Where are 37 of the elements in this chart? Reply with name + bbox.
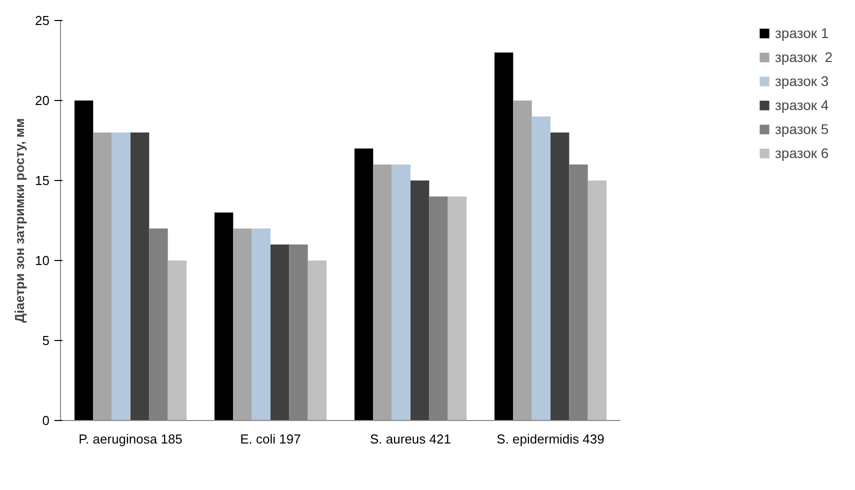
x-tick-label: S. epidermidis 439: [496, 432, 604, 446]
bar: [373, 164, 392, 420]
bar: [74, 100, 94, 420]
legend-label: зразок 2: [775, 49, 834, 65]
legend-label: зразок 3: [775, 73, 830, 89]
bar: [494, 52, 514, 420]
bar: [252, 228, 270, 420]
bar: [588, 180, 606, 420]
bar: [93, 132, 112, 420]
bar: [130, 132, 150, 420]
y-tick-label: 5: [42, 333, 50, 348]
bar: [448, 196, 466, 420]
legend-label: зразок 1: [775, 25, 830, 41]
bar: [550, 132, 570, 420]
y-tick-label: 0: [42, 413, 50, 428]
legend-label: зразок 6: [775, 145, 830, 161]
bar: [392, 164, 410, 420]
x-tick-label: S. aureus 421: [370, 432, 451, 446]
bar: [168, 260, 186, 420]
bar: [532, 116, 550, 420]
legend-label: зразок 4: [775, 97, 830, 113]
bar: [308, 260, 326, 420]
y-tick-label: 25: [35, 13, 50, 28]
bar: [513, 100, 532, 420]
y-tick-label: 15: [35, 173, 50, 188]
bar: [354, 148, 374, 420]
bar: [214, 212, 234, 420]
bar: [270, 244, 290, 420]
bar: [233, 228, 252, 420]
bar: [112, 132, 130, 420]
x-tick-label: P. aeruginosa 185: [78, 432, 182, 446]
legend-label: зразок 5: [775, 121, 830, 137]
y-axis-title: Діаетри зон затримки росту, мм: [12, 118, 28, 323]
y-tick-label: 10: [35, 253, 50, 268]
y-tick-label: 20: [35, 93, 50, 108]
bar: [410, 180, 430, 420]
x-tick-label: E. coli 197: [240, 432, 301, 446]
